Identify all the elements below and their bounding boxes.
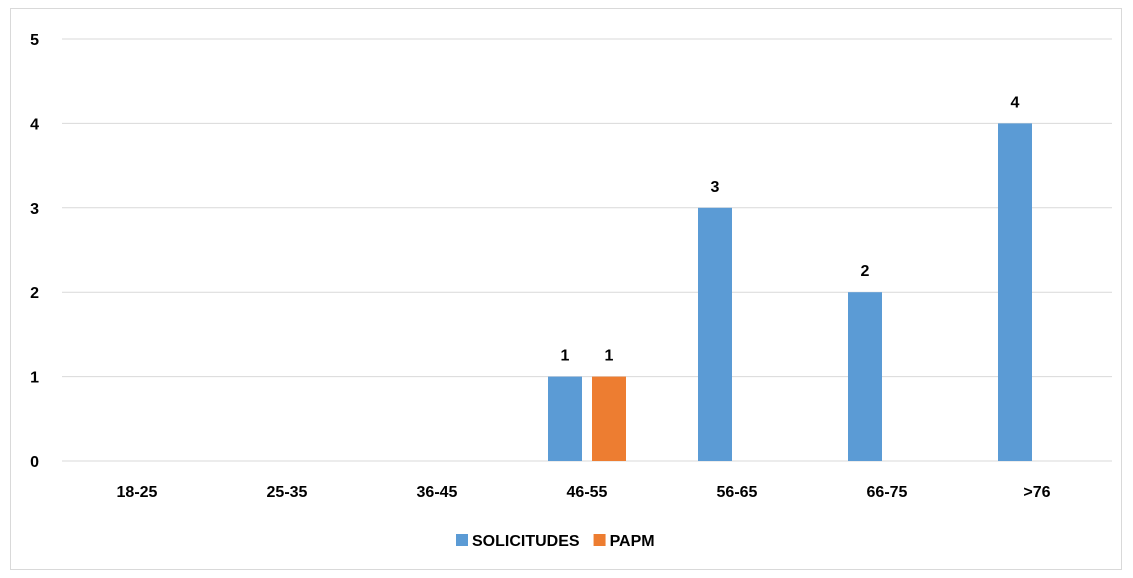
y-tick-label: 4 (30, 116, 39, 133)
bar-solicitudes-3 (548, 376, 582, 461)
bar-solicitudes-6 (998, 123, 1032, 462)
data-label: 4 (1011, 94, 1020, 111)
chart-frame (10, 8, 1122, 570)
data-label: 3 (711, 179, 720, 196)
data-label: 1 (561, 348, 570, 365)
bar-solicitudes-4 (698, 207, 732, 461)
y-tick-label: 1 (30, 370, 39, 387)
x-tick-label: 46-55 (567, 484, 608, 501)
bar-papm-3 (592, 376, 626, 461)
y-tick-label: 2 (30, 285, 39, 302)
data-label: 2 (861, 263, 870, 280)
legend-swatch-papm (593, 534, 606, 546)
x-tick-label: >76 (1023, 484, 1050, 501)
x-tick-label: 66-75 (867, 484, 908, 501)
x-tick-label: 25-35 (267, 484, 308, 501)
y-tick-label: 5 (30, 32, 39, 49)
y-tick-label: 0 (30, 454, 39, 471)
bar-solicitudes-5 (848, 292, 882, 461)
legend-label: PAPM (610, 533, 655, 550)
x-tick-label: 56-65 (717, 484, 758, 501)
legend-swatch-solicitudes (456, 534, 468, 546)
data-label: 1 (605, 348, 614, 365)
x-tick-label: 36-45 (417, 484, 458, 501)
y-tick-label: 3 (30, 201, 39, 218)
legend-label: SOLICITUDES (472, 533, 580, 550)
x-tick-label: 18-25 (117, 484, 158, 501)
